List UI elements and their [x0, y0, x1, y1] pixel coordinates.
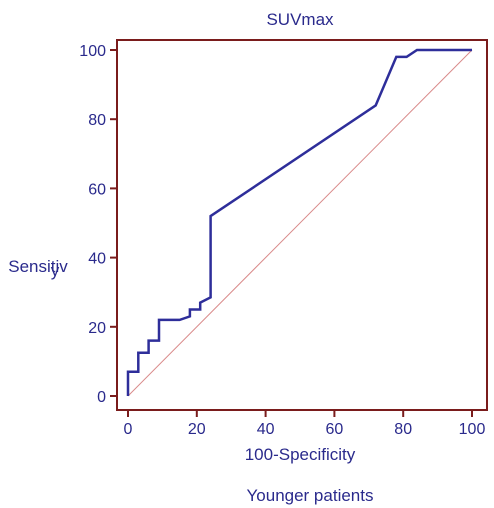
y-tick-label: 0 — [97, 389, 106, 406]
x-tick-label: 0 — [124, 421, 133, 438]
y-axis-label-line2: y — [51, 261, 60, 280]
x-tick-label: 40 — [257, 421, 275, 438]
y-tick-label: 20 — [88, 320, 106, 337]
y-tick-label: 40 — [88, 251, 106, 268]
chart-title: SUVmax — [266, 10, 334, 29]
x-tick-label: 20 — [188, 421, 206, 438]
y-tick-label: 80 — [88, 112, 106, 129]
y-tick-label: 100 — [79, 43, 106, 60]
x-tick-label: 60 — [326, 421, 344, 438]
y-tick-label: 60 — [88, 181, 106, 198]
x-tick-label: 80 — [394, 421, 412, 438]
plot-frame — [116, 39, 488, 411]
reference-diagonal-line — [127, 49, 473, 397]
x-tick-label: 100 — [459, 421, 486, 438]
x-axis-label: 100-Specificity — [245, 445, 356, 464]
roc-curve-line — [126, 48, 472, 396]
footer-label: Younger patients — [247, 486, 374, 505]
y-axis-label-line1: Sensitiv — [8, 257, 68, 276]
